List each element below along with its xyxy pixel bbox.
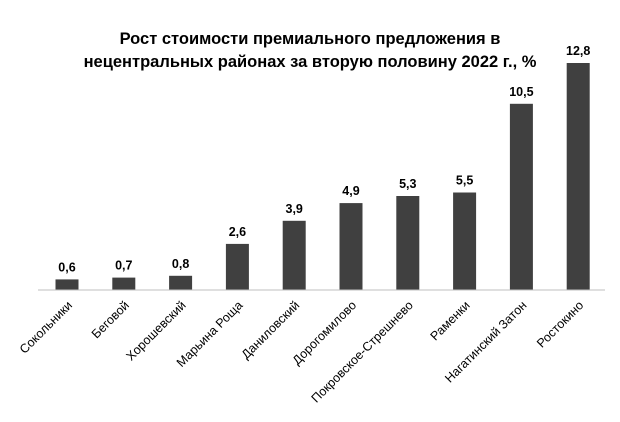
bar-1: [112, 277, 136, 290]
x-tick-label-9: Ростокино: [534, 298, 586, 350]
bar-0: [55, 279, 79, 290]
bar-4: [282, 220, 306, 290]
data-label-3: 2,6: [229, 225, 246, 239]
x-tick-label-7: Раменки: [428, 298, 473, 343]
bar-8: [509, 103, 533, 290]
x-tick-label-0: Сокольники: [17, 298, 75, 356]
data-labels-group: 0,6 0,7 0,8 2,6 3,9 4,9 5,3 5,5 10,5 12,8: [58, 44, 590, 274]
chart-title-line-2: нецентральных районах за вторую половину…: [84, 53, 537, 71]
bar-5: [339, 203, 363, 290]
bar-7: [453, 192, 477, 290]
x-tick-label-6: Покровское-Стрешнево: [309, 298, 416, 405]
x-tick-label-1: Беговой: [89, 298, 132, 341]
data-label-8: 10,5: [509, 85, 533, 99]
data-label-4: 3,9: [286, 202, 303, 216]
bar-9: [566, 63, 590, 290]
bars-group: [55, 63, 590, 290]
x-tick-label-4: Даниловский: [239, 298, 303, 362]
data-label-0: 0,6: [58, 260, 75, 274]
bar-2: [169, 275, 193, 290]
chart-title-line-1: Рост стоимости премиального предложения …: [120, 30, 501, 48]
data-label-9: 12,8: [566, 44, 590, 58]
data-label-5: 4,9: [342, 184, 359, 198]
bar-6: [396, 196, 420, 290]
data-label-7: 5,5: [456, 174, 473, 188]
bar-3: [225, 243, 249, 290]
data-label-6: 5,3: [399, 177, 416, 191]
data-label-1: 0,7: [115, 259, 132, 273]
data-label-2: 0,8: [172, 257, 189, 271]
